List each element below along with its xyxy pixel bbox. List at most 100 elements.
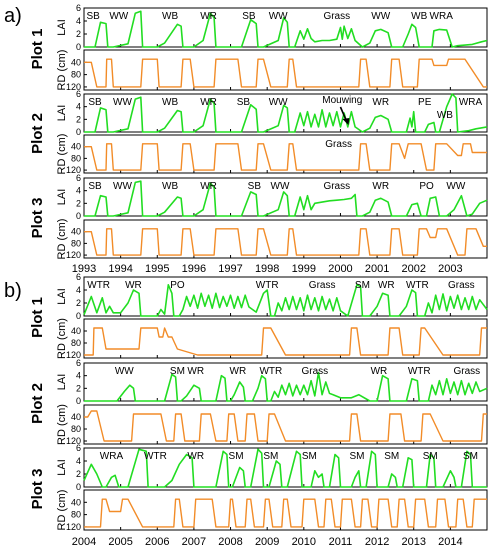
lai-axis-label: LAI	[56, 189, 68, 206]
lai-plot-frame	[83, 276, 488, 317]
crop-label: SM	[229, 451, 244, 462]
lai-tick-label: 6	[76, 358, 81, 368]
rd-axis-label: RD (cm)	[56, 490, 68, 531]
lai-tick-label: 2	[76, 298, 81, 308]
crop-label: SB	[88, 97, 102, 108]
rd-tick-label: 120	[66, 436, 81, 446]
crop-label: Grass	[323, 11, 350, 22]
year-tick-label: 1997	[218, 263, 242, 275]
rd-tick-label: 120	[66, 350, 81, 360]
crop-label: WTR	[408, 366, 431, 377]
crop-label: WW	[115, 366, 134, 377]
crop-label: SB	[242, 11, 256, 22]
year-tick-label: 2009	[255, 536, 279, 548]
crop-label: SB	[237, 97, 251, 108]
plot-name-label: Plot 3	[29, 198, 46, 239]
lai-plot-frame	[83, 93, 488, 133]
rd-plot-frame	[83, 49, 488, 91]
lai-plot-frame	[83, 362, 488, 402]
crop-label: WR	[125, 280, 142, 291]
lai-tick-label: 4	[76, 186, 81, 196]
rd-tick-label: 120	[66, 165, 81, 175]
crop-label: WW	[113, 97, 132, 108]
rd-axis-label: RD (cm)	[56, 219, 68, 260]
lai-series-line	[83, 283, 488, 317]
year-tick-label: 2010	[292, 536, 316, 548]
rd-tick-label: 80	[71, 70, 81, 80]
rd-tick-label: 40	[71, 326, 81, 336]
crop-label: WB	[437, 110, 453, 121]
rd-axis-label: RD (cm)	[56, 404, 68, 445]
rd-plot-frame	[83, 404, 488, 445]
panel-label: b)	[4, 280, 22, 302]
year-tick-label: 2007	[182, 536, 206, 548]
rd-tick-label: 80	[71, 238, 81, 248]
rd-series-line	[84, 410, 487, 442]
crop-label: WR	[371, 366, 388, 377]
lai-tick-label: 4	[76, 102, 81, 112]
lai-series-line	[83, 448, 487, 488]
rd-tick-label: 80	[71, 424, 81, 434]
rd-tick-label: 40	[71, 142, 81, 152]
rd-plot-frame	[83, 134, 488, 174]
lai-tick-label: 0	[76, 42, 81, 52]
crop-label: SM	[263, 451, 278, 462]
crop-label: WW	[109, 11, 128, 22]
lai-series-line	[84, 371, 488, 402]
crop-label: WR	[372, 97, 389, 108]
lai-tick-label: 4	[76, 285, 81, 295]
rd-tick-label: 80	[71, 510, 81, 520]
crop-label: WR	[378, 280, 395, 291]
crop-label: WR	[200, 181, 217, 192]
year-tick-label: 2014	[438, 536, 462, 548]
crop-label: WB	[411, 11, 427, 22]
crop-label: WTR	[256, 280, 279, 291]
crop-label: SB	[248, 181, 262, 192]
crop-label: WRA	[100, 451, 124, 462]
crop-label: PO	[170, 280, 185, 291]
year-tick-label: 2002	[401, 263, 425, 275]
crop-label: Grass	[323, 181, 350, 192]
crop-label: SB	[88, 181, 102, 192]
rd-tick-label: 80	[71, 153, 81, 163]
lai-tick-label: 2	[76, 114, 81, 124]
crop-label: WR	[200, 11, 217, 22]
rd-tick-label: 40	[71, 227, 81, 237]
lai-tick-label: 2	[76, 469, 81, 479]
rd-series-line	[84, 143, 487, 171]
lai-tick-label: 2	[76, 29, 81, 39]
crop-label: PE	[418, 97, 432, 108]
lai-tick-label: 6	[76, 173, 81, 183]
year-tick-label: 2013	[401, 536, 425, 548]
rd-series-line	[84, 58, 487, 88]
crop-label: SM	[384, 451, 399, 462]
crop-label: WR	[200, 97, 217, 108]
lai-tick-label: 4	[76, 456, 81, 466]
lai-axis-label: LAI	[56, 19, 68, 36]
rd-series-line	[84, 228, 487, 256]
crop-label: WB	[162, 97, 178, 108]
crop-label: WTR	[406, 280, 429, 291]
year-tick-label: 2003	[438, 263, 462, 275]
rd-tick-label: 80	[71, 338, 81, 348]
rd-axis-label: RD (cm)	[56, 50, 68, 91]
crop-label: Grass	[448, 280, 475, 291]
crop-label: WRA	[459, 97, 483, 108]
crop-label: Grass	[325, 139, 352, 150]
crop-label: WW	[271, 181, 290, 192]
year-tick-label: 1996	[182, 263, 206, 275]
year-tick-label: 2000	[328, 263, 352, 275]
plot-name-label: Plot 3	[29, 469, 46, 510]
rd-tick-label: 120	[66, 250, 81, 260]
rd-series-line	[84, 327, 487, 356]
mouwing-arrowhead	[342, 118, 350, 125]
lai-series-line	[84, 10, 488, 48]
crop-label: SM	[170, 366, 185, 377]
lai-tick-label: 0	[76, 482, 81, 492]
lai-axis-label: LAI	[56, 288, 68, 305]
crop-label: Grass	[454, 366, 481, 377]
lai-axis-label: LAI	[56, 459, 68, 476]
lai-tick-label: 0	[76, 396, 81, 406]
rd-plot-frame	[83, 219, 488, 259]
